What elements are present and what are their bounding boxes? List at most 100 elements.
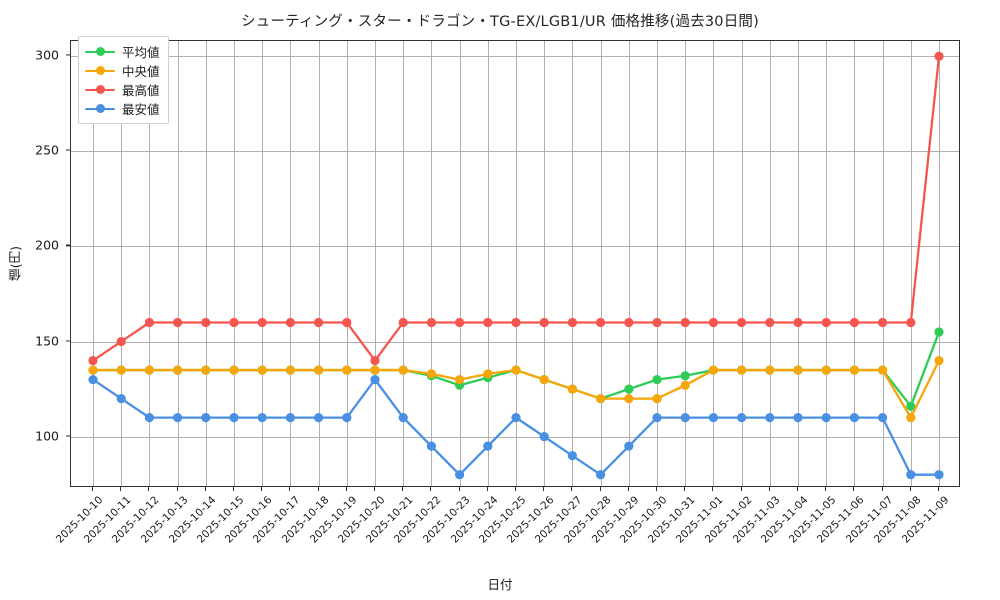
legend-swatch-icon [85,102,115,116]
legend-label: 最高値 [122,83,160,98]
x-tick-mark [317,487,319,491]
data-point [821,365,831,375]
x-axis-label: 日付 [487,577,513,592]
data-point [426,369,436,379]
data-point [906,317,916,328]
data-point [906,413,916,423]
data-point [652,394,662,404]
data-point [708,413,719,423]
data-point [370,365,380,375]
data-point [144,365,154,375]
y-axis: 100 150 200 250 300 [0,40,70,487]
gridline-vertical [713,41,715,486]
x-tick-mark [233,487,235,491]
data-point [652,374,662,385]
data-point [878,413,888,423]
grid-layer [71,41,959,486]
y-tick-label: 200 [35,237,59,253]
data-point [342,413,352,423]
data-point [116,365,126,375]
data-point [567,317,577,328]
data-point [793,365,803,375]
data-point [314,317,324,328]
x-tick-mark [571,487,573,491]
data-point [624,384,634,394]
data-point [708,317,719,328]
data-point [624,317,634,328]
x-tick-mark [627,487,629,491]
x-tick-mark [543,487,545,491]
data-point [257,317,267,328]
data-point [455,317,465,328]
data-point [567,451,577,461]
legend-item-2[interactable]: 中央値 [85,61,160,80]
data-point [624,441,634,451]
data-point [116,394,126,404]
legend-item-4[interactable]: 最安値 [85,99,160,118]
data-point [934,51,944,61]
data-point [878,317,888,328]
gridline-vertical [910,41,912,486]
data-point [906,470,916,480]
data-point [229,413,239,423]
data-point [737,365,747,375]
data-point [88,355,98,366]
x-tick-mark [92,487,94,491]
data-point [455,374,465,385]
data-point [144,413,154,423]
data-point [596,394,606,404]
gridline-vertical [290,41,292,486]
data-point [934,470,944,480]
data-point [455,470,465,480]
data-point [511,317,521,328]
gridline-vertical [939,41,940,486]
x-tick-mark [430,487,432,491]
x-tick-mark [486,487,488,491]
x-tick-mark [825,487,827,491]
x-tick-mark [345,487,347,491]
series-2 [88,355,944,423]
gridline-vertical [93,41,94,486]
gridline-vertical [234,41,235,486]
data-point [708,365,719,375]
gridline-vertical [431,41,433,486]
data-point [906,401,916,411]
y-tick-mark [66,339,70,342]
data-point [793,317,803,328]
x-tick-mark [684,487,686,491]
data-point [229,317,239,328]
data-point [342,365,352,375]
gridline-vertical [205,41,207,486]
data-point [680,371,690,381]
gridline-vertical [657,41,658,486]
y-tick-mark [66,244,70,246]
gridline-vertical [741,41,743,486]
data-point [737,413,747,423]
x-tick-mark [712,487,714,491]
y-tick-label: 250 [35,142,59,158]
data-point [370,355,380,366]
data-point [285,317,295,328]
legend-swatch-icon [85,83,115,97]
series-layer [88,51,944,480]
y-tick-mark [66,54,70,56]
data-point [173,365,183,375]
data-point [116,336,126,347]
data-point [314,413,324,423]
data-point [201,317,211,328]
y-tick-label: 300 [35,47,59,63]
data-point [398,413,408,423]
data-point [849,365,860,375]
gridline-vertical [826,41,828,486]
data-point [652,317,662,328]
data-point [539,432,549,442]
series-line [91,55,941,362]
data-point [483,317,493,328]
gridline-vertical [375,41,376,486]
data-point [680,413,690,423]
legend-item-3[interactable]: 最高値 [85,80,160,99]
data-point [257,365,267,375]
y-tick-label: 150 [35,333,59,349]
legend-item-1[interactable]: 平均値 [85,42,160,61]
